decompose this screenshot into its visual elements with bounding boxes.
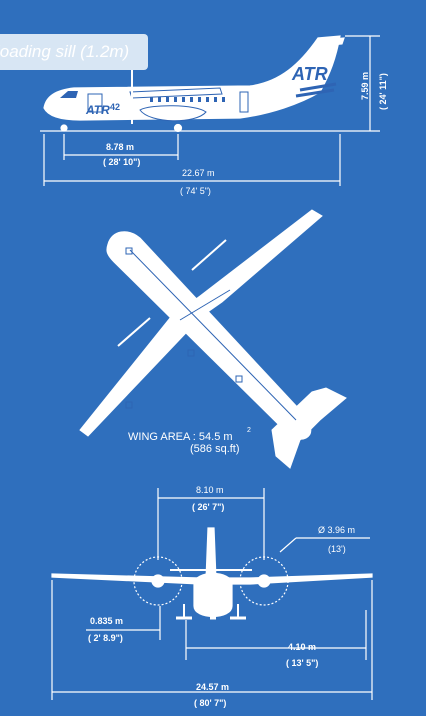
side-tail-stripes bbox=[295, 82, 337, 98]
side-cabin-windows bbox=[150, 97, 225, 102]
side-cargo-door bbox=[87, 93, 103, 113]
wheelbase-ft: ( 28' 10") bbox=[103, 157, 140, 167]
wing-area-label: WING AREA : 54.5 m bbox=[128, 431, 233, 443]
front-view bbox=[51, 488, 373, 700]
engine-offset-m: 4.10 m bbox=[288, 642, 316, 652]
wing-area-superscript: 2 bbox=[247, 427, 251, 434]
span-m: 24.57 m bbox=[196, 682, 229, 692]
length-m: 22.67 m bbox=[182, 168, 215, 178]
length-ft: ( 74' 5") bbox=[180, 186, 211, 196]
front-fin bbox=[205, 527, 217, 581]
top-view bbox=[79, 209, 347, 469]
top-panel-lines bbox=[125, 247, 297, 421]
loading-sill-callout: loading sill (1.2m) bbox=[0, 34, 148, 70]
top-propellers bbox=[117, 239, 227, 347]
side-horizontal-stab bbox=[317, 37, 345, 47]
wing-area-ft: (586 sq.ft) bbox=[190, 443, 240, 455]
side-nacelle bbox=[139, 105, 207, 122]
side-nose-gear bbox=[60, 124, 68, 132]
side-rear-door bbox=[239, 91, 249, 113]
side-logos: ATR ATR 42 bbox=[85, 64, 328, 117]
prop-diameter-m: Ø 3.96 m bbox=[318, 525, 355, 535]
prop-diameter-ft: (13') bbox=[328, 544, 346, 554]
nose-logo-number: 42 bbox=[110, 102, 120, 112]
span-ft: ( 80' 7") bbox=[194, 698, 226, 708]
height-ft: ( 24' 11") bbox=[378, 73, 388, 110]
side-cockpit-window bbox=[60, 91, 78, 98]
track-ft: ( 26' 7") bbox=[192, 502, 224, 512]
front-fuselage bbox=[193, 573, 233, 617]
engine-offset-ft: ( 13' 5") bbox=[286, 658, 318, 668]
wheelbase-m: 8.78 m bbox=[106, 142, 134, 152]
tail-logo: ATR bbox=[291, 64, 328, 84]
side-view bbox=[40, 35, 380, 186]
track-m: 8.10 m bbox=[196, 485, 224, 495]
nose-logo: ATR bbox=[85, 103, 110, 117]
ground-clearance-ft: ( 2' 8.9") bbox=[88, 633, 123, 643]
side-dimensions: 7.59 m ( 24' 11") 8.78 m ( 28' 10") 22.6… bbox=[103, 72, 388, 196]
height-m: 7.59 m bbox=[360, 72, 370, 100]
ground-clearance-m: 0.835 m bbox=[90, 616, 123, 626]
side-fuselage bbox=[43, 35, 341, 121]
top-wing-area: WING AREA : 54.5 m 2 (586 sq.ft) bbox=[128, 427, 251, 455]
front-dimensions: 8.10 m ( 26' 7") Ø 3.96 m (13') 0.835 m … bbox=[88, 485, 355, 708]
top-fuselage bbox=[106, 231, 312, 440]
top-horizontal-stab bbox=[271, 387, 347, 469]
